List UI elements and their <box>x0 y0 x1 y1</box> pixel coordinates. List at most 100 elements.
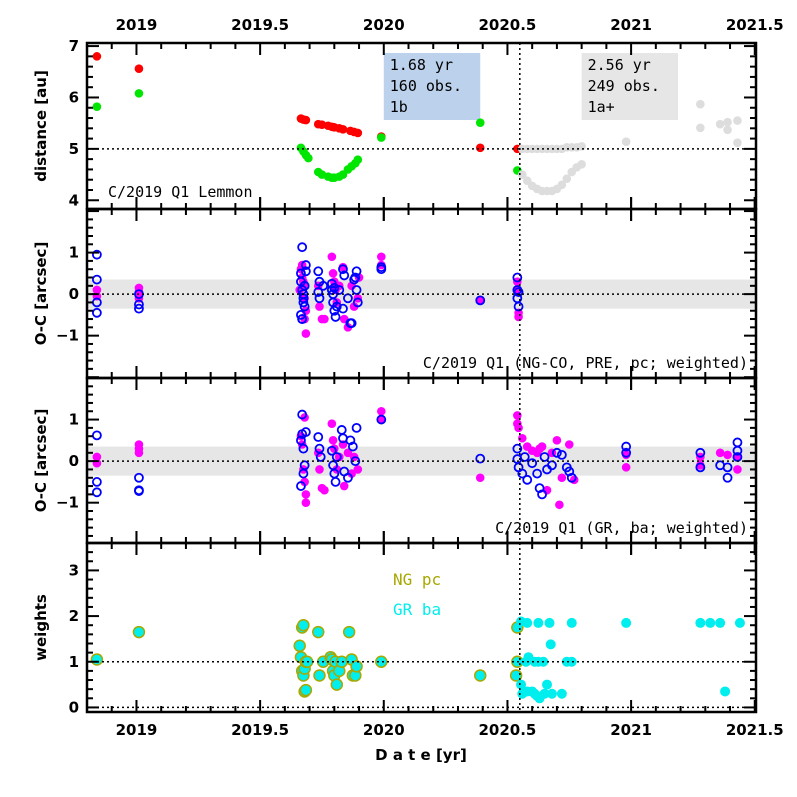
residual-bands <box>87 279 756 476</box>
oc-ng-point <box>329 282 340 293</box>
oc-ng-point <box>296 309 306 320</box>
oc-ng-point <box>300 266 311 277</box>
oc-gr-point <box>134 486 144 496</box>
weights-point <box>313 669 326 682</box>
oc-gr-point <box>732 445 743 456</box>
oc-ng-point <box>475 296 485 305</box>
oc-gr-point <box>555 500 564 510</box>
x-tick-label-bottom: 2020.5 <box>478 721 536 739</box>
info-box-0-line: 1.68 yr <box>390 56 453 74</box>
distance-point <box>92 52 102 61</box>
weights-y-tick-label: 2 <box>69 607 79 625</box>
axes <box>85 41 758 714</box>
oc-ng-point <box>313 266 324 277</box>
oc-gr-y-tick-label: 1 <box>69 411 79 429</box>
weights-point <box>473 669 487 682</box>
oc-gr-point <box>552 447 562 458</box>
info-box-0-line: 1b <box>390 98 408 116</box>
distance-y-tick-label: 4 <box>69 191 79 209</box>
oc-gr-point <box>350 456 361 467</box>
oc-gr-point <box>343 472 353 483</box>
oc-gr-point <box>532 468 543 479</box>
oc-gr-point <box>566 472 577 483</box>
oc-ng-point <box>377 252 386 262</box>
weights-point <box>297 618 310 632</box>
weights-point <box>522 617 533 628</box>
oc-gr-point <box>527 458 538 469</box>
weights-point <box>715 617 726 628</box>
oc-gr-point <box>313 432 324 442</box>
oc-ng-point <box>376 264 387 275</box>
info-box-1-line: 2.56 yr <box>588 56 651 74</box>
weights-point <box>720 686 731 697</box>
weights-point <box>330 678 344 691</box>
distance-point <box>92 102 102 112</box>
oc-ng-point <box>314 293 325 304</box>
reference-lines <box>87 43 756 712</box>
distance-point <box>733 138 742 148</box>
weights-point <box>516 679 527 690</box>
oc-ng-point <box>334 285 345 295</box>
x-tick-label-top: 2019.5 <box>231 16 289 34</box>
oc-gr-point <box>353 465 363 474</box>
weights-point <box>293 639 306 653</box>
oc-gr-point <box>351 422 362 433</box>
distance-point <box>557 180 567 190</box>
oc-ng-point <box>338 303 348 314</box>
oc-gr-point <box>91 430 102 441</box>
weights-point <box>734 617 745 628</box>
weights-point <box>566 617 577 628</box>
weights-point <box>695 617 706 628</box>
weights-point <box>542 679 553 690</box>
weights-point <box>546 688 557 699</box>
info-box-0-line: 160 obs. <box>390 77 462 95</box>
distance-point <box>696 99 705 109</box>
oc-gr-point <box>475 453 486 464</box>
oc-ng-y-axis-title: O-C [arcsec] <box>32 242 50 346</box>
oc-gr-point <box>315 465 324 474</box>
oc-gr-y-tick-label: −1 <box>56 494 79 512</box>
oc-gr-point <box>328 436 338 445</box>
data-points <box>90 52 745 704</box>
distance-point <box>134 64 144 73</box>
x-tick-label-top: 2021.5 <box>726 16 784 34</box>
oc-gr-point <box>475 473 485 483</box>
oc-gr-point <box>327 419 337 429</box>
distance-point <box>715 119 725 129</box>
oc-ng-point <box>313 287 324 297</box>
oc-ng-point <box>134 303 144 314</box>
distance-y-tick-label: 5 <box>69 140 79 158</box>
oc-gr-point <box>343 448 353 458</box>
oc-gr-point <box>301 490 311 499</box>
distance-point <box>301 115 311 125</box>
oc-ng-point <box>330 312 341 322</box>
distance-point <box>377 133 386 142</box>
oc-gr-point <box>715 448 725 458</box>
oc-gr-point <box>723 450 732 460</box>
oc-ng-point <box>514 312 523 322</box>
oc-gr-point <box>315 452 326 462</box>
x-tick-label-top: 2021 <box>610 16 652 34</box>
x-tick-label-top: 2020.5 <box>478 16 536 34</box>
weights-point <box>342 625 356 639</box>
oc-gr-point <box>557 473 567 483</box>
oc-gr-point <box>334 452 344 462</box>
oc-gr-point <box>522 474 533 485</box>
oc-gr-point <box>296 481 306 491</box>
oc-ng-point <box>297 314 308 324</box>
oc-gr-point <box>92 452 102 462</box>
oc-ng-point <box>351 266 362 277</box>
distance-point <box>733 116 742 125</box>
oc-ng-point <box>92 285 102 295</box>
oc-ng-point <box>346 318 357 329</box>
weights-point <box>533 617 544 628</box>
distance-point <box>517 170 527 179</box>
oc-ng-point <box>318 280 329 291</box>
distance-point <box>475 118 485 127</box>
oc-gr-point <box>91 477 102 487</box>
weights-y-tick-label: 3 <box>69 561 79 579</box>
oc-gr-point <box>330 477 341 487</box>
weights-y-tick-label: 1 <box>69 653 79 671</box>
panel-label: C/2019 Q1 (NG-CO, PRE, pc; weighted) <box>423 354 748 372</box>
oc-gr-point <box>517 433 527 443</box>
